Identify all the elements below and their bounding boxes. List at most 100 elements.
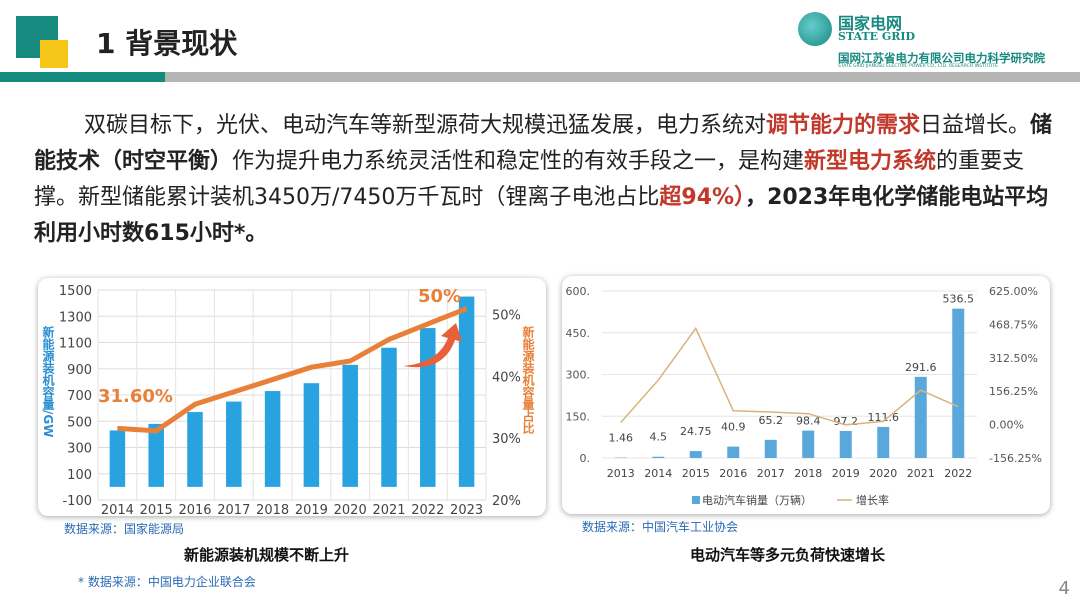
data-label: 98.4 (796, 415, 821, 428)
y-tick-label: 600. (566, 285, 591, 298)
logo-institute: 国网江苏省电力有限公司电力科学研究院 (838, 51, 1045, 65)
y2-tick-label: 20% (492, 494, 521, 509)
y2-tick-label: 0.00% (989, 419, 1024, 432)
y2-tick-label: 40% (492, 370, 521, 385)
data-label: 97.2 (834, 415, 859, 428)
bar (420, 328, 436, 487)
globe-icon (798, 12, 832, 46)
data-label: 40.9 (721, 421, 746, 434)
x-tick-label: 2019 (295, 503, 328, 516)
legend-label-sales: 电动汽车销量（万辆） (702, 493, 812, 507)
state-grid-logo: 国家电网 STATE GRID 国网江苏省电力有限公司电力科学研究院 STATE… (796, 8, 1076, 70)
ev-chart: 600. 450. 300. 150. 0. 1.46 2013 4.5 2014 24.75 20… (566, 285, 1042, 507)
paragraph-run: 双碳目标下，光伏、电动汽车等新型源荷大规模迅猛发展，电力系统对 (84, 113, 767, 138)
y-tick-label: 450. (566, 327, 591, 340)
bar (264, 391, 281, 487)
y2-axis-label: 新能源装机容量占比 (521, 325, 535, 435)
x-tick-label: 2022 (411, 503, 444, 516)
x-tick-label: 2020 (869, 467, 897, 480)
bar (303, 383, 320, 487)
decor-square-yellow (40, 40, 68, 68)
bar (148, 423, 164, 487)
bar (652, 456, 665, 458)
paragraph-run: 超94%） (659, 185, 746, 210)
annotation-start: 31.60% (98, 386, 173, 407)
y-tick-label: -100 (62, 494, 92, 509)
y-tick-label: 300 (67, 442, 92, 457)
x-tick-label: 2021 (907, 467, 935, 480)
paragraph-run: 新型电力系统 (804, 149, 937, 174)
bar (381, 347, 397, 487)
bar (226, 401, 242, 487)
y-tick-label: 100 (67, 468, 92, 483)
intro-paragraph: 双碳目标下，光伏、电动汽车等新型源荷大规模迅猛发展，电力系统对调节能力的需求日益… (34, 108, 1054, 252)
logo-institute-en: STATE GRID JIANGSU ELECTRIC POWER CO., L… (838, 64, 998, 69)
page-number: 4 (1058, 578, 1070, 599)
logo-cn: 国家电网 (838, 14, 903, 33)
bar (342, 364, 358, 487)
paragraph-run: ，2023年电化学储能电站平均利用小时数615小时*。 (34, 185, 1049, 246)
bar (727, 446, 740, 458)
bar (187, 412, 203, 487)
y2-tick-label: 156.25% (989, 385, 1038, 398)
x-tick-label: 2015 (140, 503, 173, 516)
data-label: 65.2 (759, 414, 784, 427)
data-label: 291.6 (905, 361, 937, 374)
growth-line (620, 326, 959, 426)
chart-card-ev: 600. 450. 300. 150. 0. 1.46 2013 4.5 2014 24.75 20… (562, 276, 1050, 514)
bar (689, 451, 702, 458)
header-bar (165, 72, 1080, 82)
share-line (117, 306, 468, 434)
x-tick-label: 2023 (450, 503, 483, 516)
page-title: 1 背景现状 (96, 27, 238, 60)
bar (764, 439, 777, 458)
bar (914, 376, 927, 458)
paragraph-run: 储能技术（时空平衡） (34, 113, 1053, 174)
y2-tick-label: 625.00% (989, 285, 1038, 298)
y-tick-label: 150. (566, 410, 591, 423)
data-label: 1.46 (609, 432, 634, 445)
y-tick-label: 0. (580, 452, 591, 465)
y-tick-label: 1500 (59, 284, 92, 299)
y-tick-label: 900 (67, 363, 92, 378)
x-tick-label: 2020 (334, 503, 367, 516)
data-label: 4.5 (650, 431, 668, 444)
y2-tick-label: -156.25% (989, 452, 1042, 465)
paragraph-run: 调节能力的需求 (766, 113, 921, 138)
x-tick-label: 2017 (217, 503, 250, 516)
x-tick-label: 2018 (794, 467, 822, 480)
bar (802, 430, 815, 458)
x-tick-label: 2014 (101, 503, 134, 516)
bar (952, 308, 965, 458)
y-tick-label: 1100 (59, 337, 92, 352)
x-tick-label: 2014 (644, 467, 672, 480)
logo-en: STATE GRID (838, 30, 916, 43)
y2-tick-label: 50% (492, 309, 521, 324)
x-tick-label: 2016 (178, 503, 211, 516)
data-label: 24.75 (680, 425, 712, 438)
y-tick-label: 700 (67, 389, 92, 404)
caption-capacity: 新能源装机规模不断上升 (184, 546, 350, 564)
paragraph-run: 作为提升电力系统灵活性和稳定性的有效手段之一，是构建 (232, 149, 805, 174)
bar (109, 430, 126, 487)
y-tick-label: 300. (566, 369, 591, 382)
x-tick-label: 2021 (372, 503, 405, 516)
capacity-chart: 1500 1300 1100 900 700 500 300 100 -100 2014 2015 2… (41, 284, 535, 518)
footnote: * 数据来源：中国电力企业联合会 (78, 575, 256, 589)
legend-swatch-bar (692, 496, 700, 504)
x-tick-label: 2022 (944, 467, 972, 480)
y-axis-label: 新能源装机容量/GW (41, 325, 55, 438)
chart-card-capacity: 1500 1300 1100 900 700 500 300 100 -100 2014 2015 2… (38, 278, 546, 518)
caption-ev: 电动汽车等多元负荷快速增长 (690, 546, 886, 564)
y2-tick-label: 312.50% (989, 352, 1038, 365)
x-tick-label: 2015 (682, 467, 710, 480)
paragraph-run: 日益增长。 (920, 113, 1031, 138)
x-tick-label: 2017 (757, 467, 785, 480)
legend-label-growth: 增长率 (856, 493, 889, 507)
bar (458, 296, 475, 487)
source-ev: 数据来源：中国汽车工业协会 (582, 520, 739, 534)
x-tick-label: 2013 (607, 467, 635, 480)
bar (839, 430, 852, 458)
data-label: 536.5 (943, 293, 975, 306)
y2-tick-label: 468.75% (989, 318, 1038, 331)
